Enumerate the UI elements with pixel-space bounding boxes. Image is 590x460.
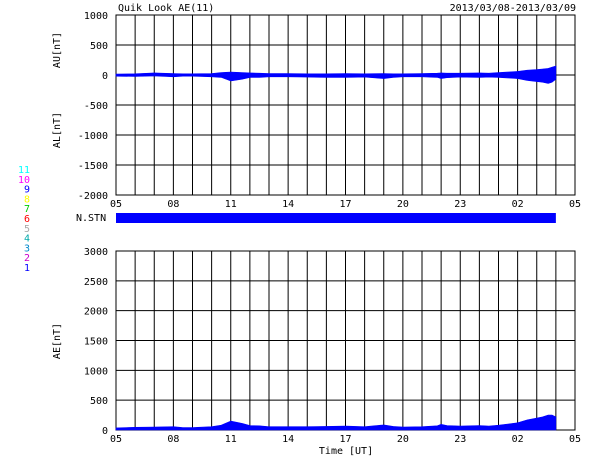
x-tick-label: 02 (512, 199, 524, 210)
y-tick-label: 2500 (84, 277, 108, 288)
nstn-coverage-bar (116, 213, 556, 223)
x-tick-label: 17 (339, 434, 351, 445)
station-number: 11 (18, 165, 30, 176)
nstn-label: N.STN (76, 213, 106, 224)
x-tick-label: 05 (110, 434, 122, 445)
station-number: 10 (18, 175, 30, 186)
station-number: 4 (24, 234, 30, 245)
station-number: 7 (24, 204, 30, 215)
x-tick-label: 05 (569, 199, 581, 210)
x-tick-label: 11 (225, 434, 237, 445)
y-tick-label: 3000 (84, 247, 108, 258)
x-tick-label: 17 (339, 199, 351, 210)
y-tick-label: 500 (90, 396, 108, 407)
station-number: 9 (24, 185, 30, 196)
y-tick-label: 1000 (84, 11, 108, 22)
ae-panel: 0 500 1000 1500 2000 2500 3000 05 08 11 14 17 20 23 02… (52, 247, 581, 457)
x-tick-label: 20 (397, 199, 409, 210)
chart-title: Quik Look AE(11) (118, 3, 214, 14)
y-tick-label: 1500 (84, 337, 108, 348)
y-tick-label: 0 (102, 71, 108, 82)
x-tick-label: 05 (569, 434, 581, 445)
ylabel-au: AU[nT] (52, 32, 63, 68)
x-tick-label: 05 (110, 199, 122, 210)
x-tick-label: 08 (167, 199, 179, 210)
station-number: 1 (24, 263, 30, 274)
nstn-panel: N.STN (76, 213, 556, 224)
station-number: 2 (24, 253, 30, 264)
station-number: 3 (24, 243, 30, 254)
au-al-panel: -2000 -1500 -1000 -500 0 500 1000 05 08 11 14 17 20 2… (52, 11, 581, 210)
y-tick-label: 500 (90, 41, 108, 52)
y-tick-label: -1000 (78, 131, 108, 142)
y-tick-label: -500 (84, 101, 108, 112)
x-tick-label: 14 (282, 199, 294, 210)
ylabel-ae: AE[nT] (52, 323, 63, 359)
station-number: 8 (24, 194, 30, 205)
y-tick-label: 0 (102, 426, 108, 437)
x-tick-label: 20 (397, 434, 409, 445)
y-tick-label: 2000 (84, 307, 108, 318)
station-number: 6 (24, 214, 30, 225)
y-tick-label: -2000 (78, 191, 108, 202)
plot-frame (115, 14, 576, 196)
y-tick-label: -1500 (78, 161, 108, 172)
x-tick-label: 14 (282, 434, 294, 445)
series-area (115, 65, 557, 76)
series-area (115, 74, 557, 84)
x-tick-label: 08 (167, 434, 179, 445)
y-tick-label: 1000 (84, 366, 108, 377)
series-area (115, 414, 557, 431)
x-tick-label: 02 (512, 434, 524, 445)
ylabel-al: AL[nT] (52, 112, 63, 148)
x-tick-label: 11 (225, 199, 237, 210)
x-tick-label: 23 (454, 434, 466, 445)
xlabel-time: Time [UT] (319, 446, 373, 457)
x-tick-label: 23 (454, 199, 466, 210)
station-number: 5 (24, 224, 30, 235)
date-range: 2013/03/08-2013/03/09 (450, 3, 576, 14)
